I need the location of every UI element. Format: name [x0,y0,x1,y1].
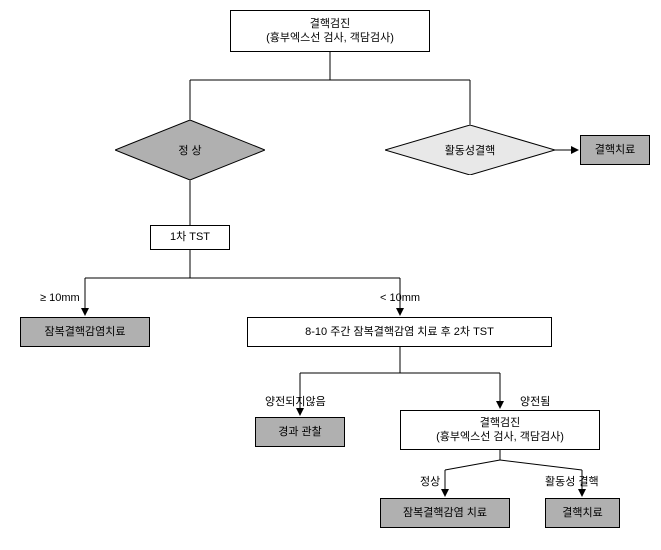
label-ge10: ≥ 10mm [40,292,80,304]
label-normal2: 정상 [420,473,440,489]
node-tb-tx-right: 결핵치료 [580,135,650,165]
reexam-line1: 결핵검진 [436,416,564,430]
diamond-active-label: 활동성결핵 [385,125,555,175]
node-observe: 경과 관찰 [255,417,345,447]
ltbi-tx-bottom-label: 잠복결핵감염 치료 [403,506,487,520]
node-tst2: 8-10 주간 잠복결핵감염 치료 후 2차 TST [247,317,552,347]
connector-lines [0,0,661,550]
top-exam-line2: (흉부엑스선 검사, 객담검사) [266,31,394,45]
tst1-label: 1차 TST [170,230,210,244]
tst2-label: 8-10 주간 잠복결핵감염 치료 후 2차 TST [305,325,494,339]
tb-tx-bottom-label: 결핵치료 [562,506,602,520]
top-exam-line1: 결핵검진 [266,17,394,31]
diamond-normal: 정 상 [115,120,265,180]
label-lt10: < 10mm [380,292,420,304]
node-top-exam: 결핵검진 (흉부엑스선 검사, 객담검사) [230,10,430,52]
diamond-active: 활동성결핵 [385,125,555,175]
node-tb-tx-bottom: 결핵치료 [545,498,620,528]
node-reexam: 결핵검진 (흉부엑스선 검사, 객담검사) [400,410,600,450]
reexam-line2: (흉부엑스선 검사, 객담검사) [436,430,564,444]
tb-tx-right-label: 결핵치료 [595,143,635,157]
label-not-conv: 양전되지않음 [265,393,326,409]
node-ltbi-tx-bottom: 잠복결핵감염 치료 [380,498,510,528]
label-active2: 활동성 결핵 [545,473,599,489]
observe-label: 경과 관찰 [278,425,322,439]
node-ltbi-tx-left: 잠복결핵감염치료 [20,317,150,347]
node-tst1: 1차 TST [150,225,230,250]
ltbi-tx-left-label: 잠복결핵감염치료 [45,325,126,339]
label-conv: 양전됨 [520,393,550,409]
diamond-normal-label: 정 상 [115,120,265,180]
